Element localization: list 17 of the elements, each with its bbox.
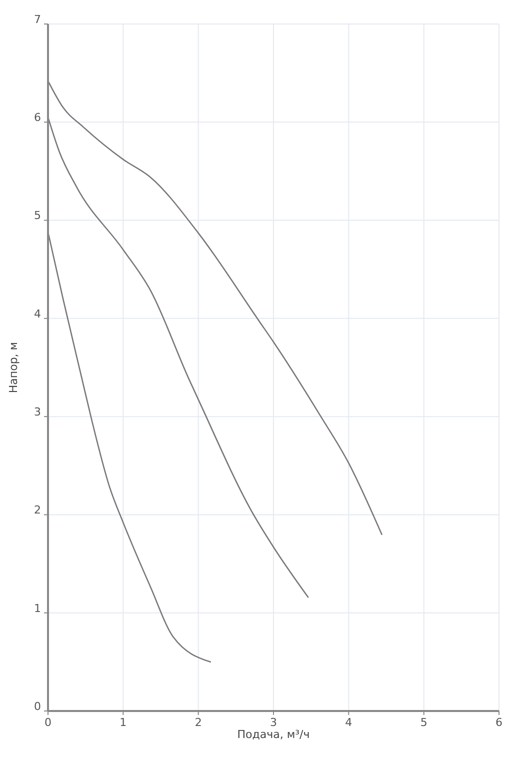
y-axis-title: Напор, м bbox=[7, 342, 20, 394]
x-tick-label: 4 bbox=[345, 716, 352, 729]
x-tick-label: 6 bbox=[496, 716, 502, 729]
x-tick-label: 2 bbox=[194, 716, 202, 729]
y-tick-label: 1 bbox=[34, 602, 41, 615]
x-tick-label: 5 bbox=[420, 716, 428, 729]
x-axis-title: Подача, м³/ч bbox=[237, 728, 310, 741]
x-tick-label: 1 bbox=[120, 716, 127, 729]
y-tick-label: 7 bbox=[34, 12, 41, 26]
y-tick-label: 6 bbox=[34, 111, 41, 124]
y-tick-label: 3 bbox=[34, 405, 41, 418]
y-tick-label: 4 bbox=[34, 307, 41, 320]
x-tick-label: 0 bbox=[44, 716, 52, 729]
x-tick-label: 3 bbox=[270, 716, 277, 729]
y-tick-label: 2 bbox=[34, 504, 41, 517]
y-tick-label: 0 bbox=[34, 700, 41, 713]
y-tick-label: 5 bbox=[34, 209, 41, 222]
